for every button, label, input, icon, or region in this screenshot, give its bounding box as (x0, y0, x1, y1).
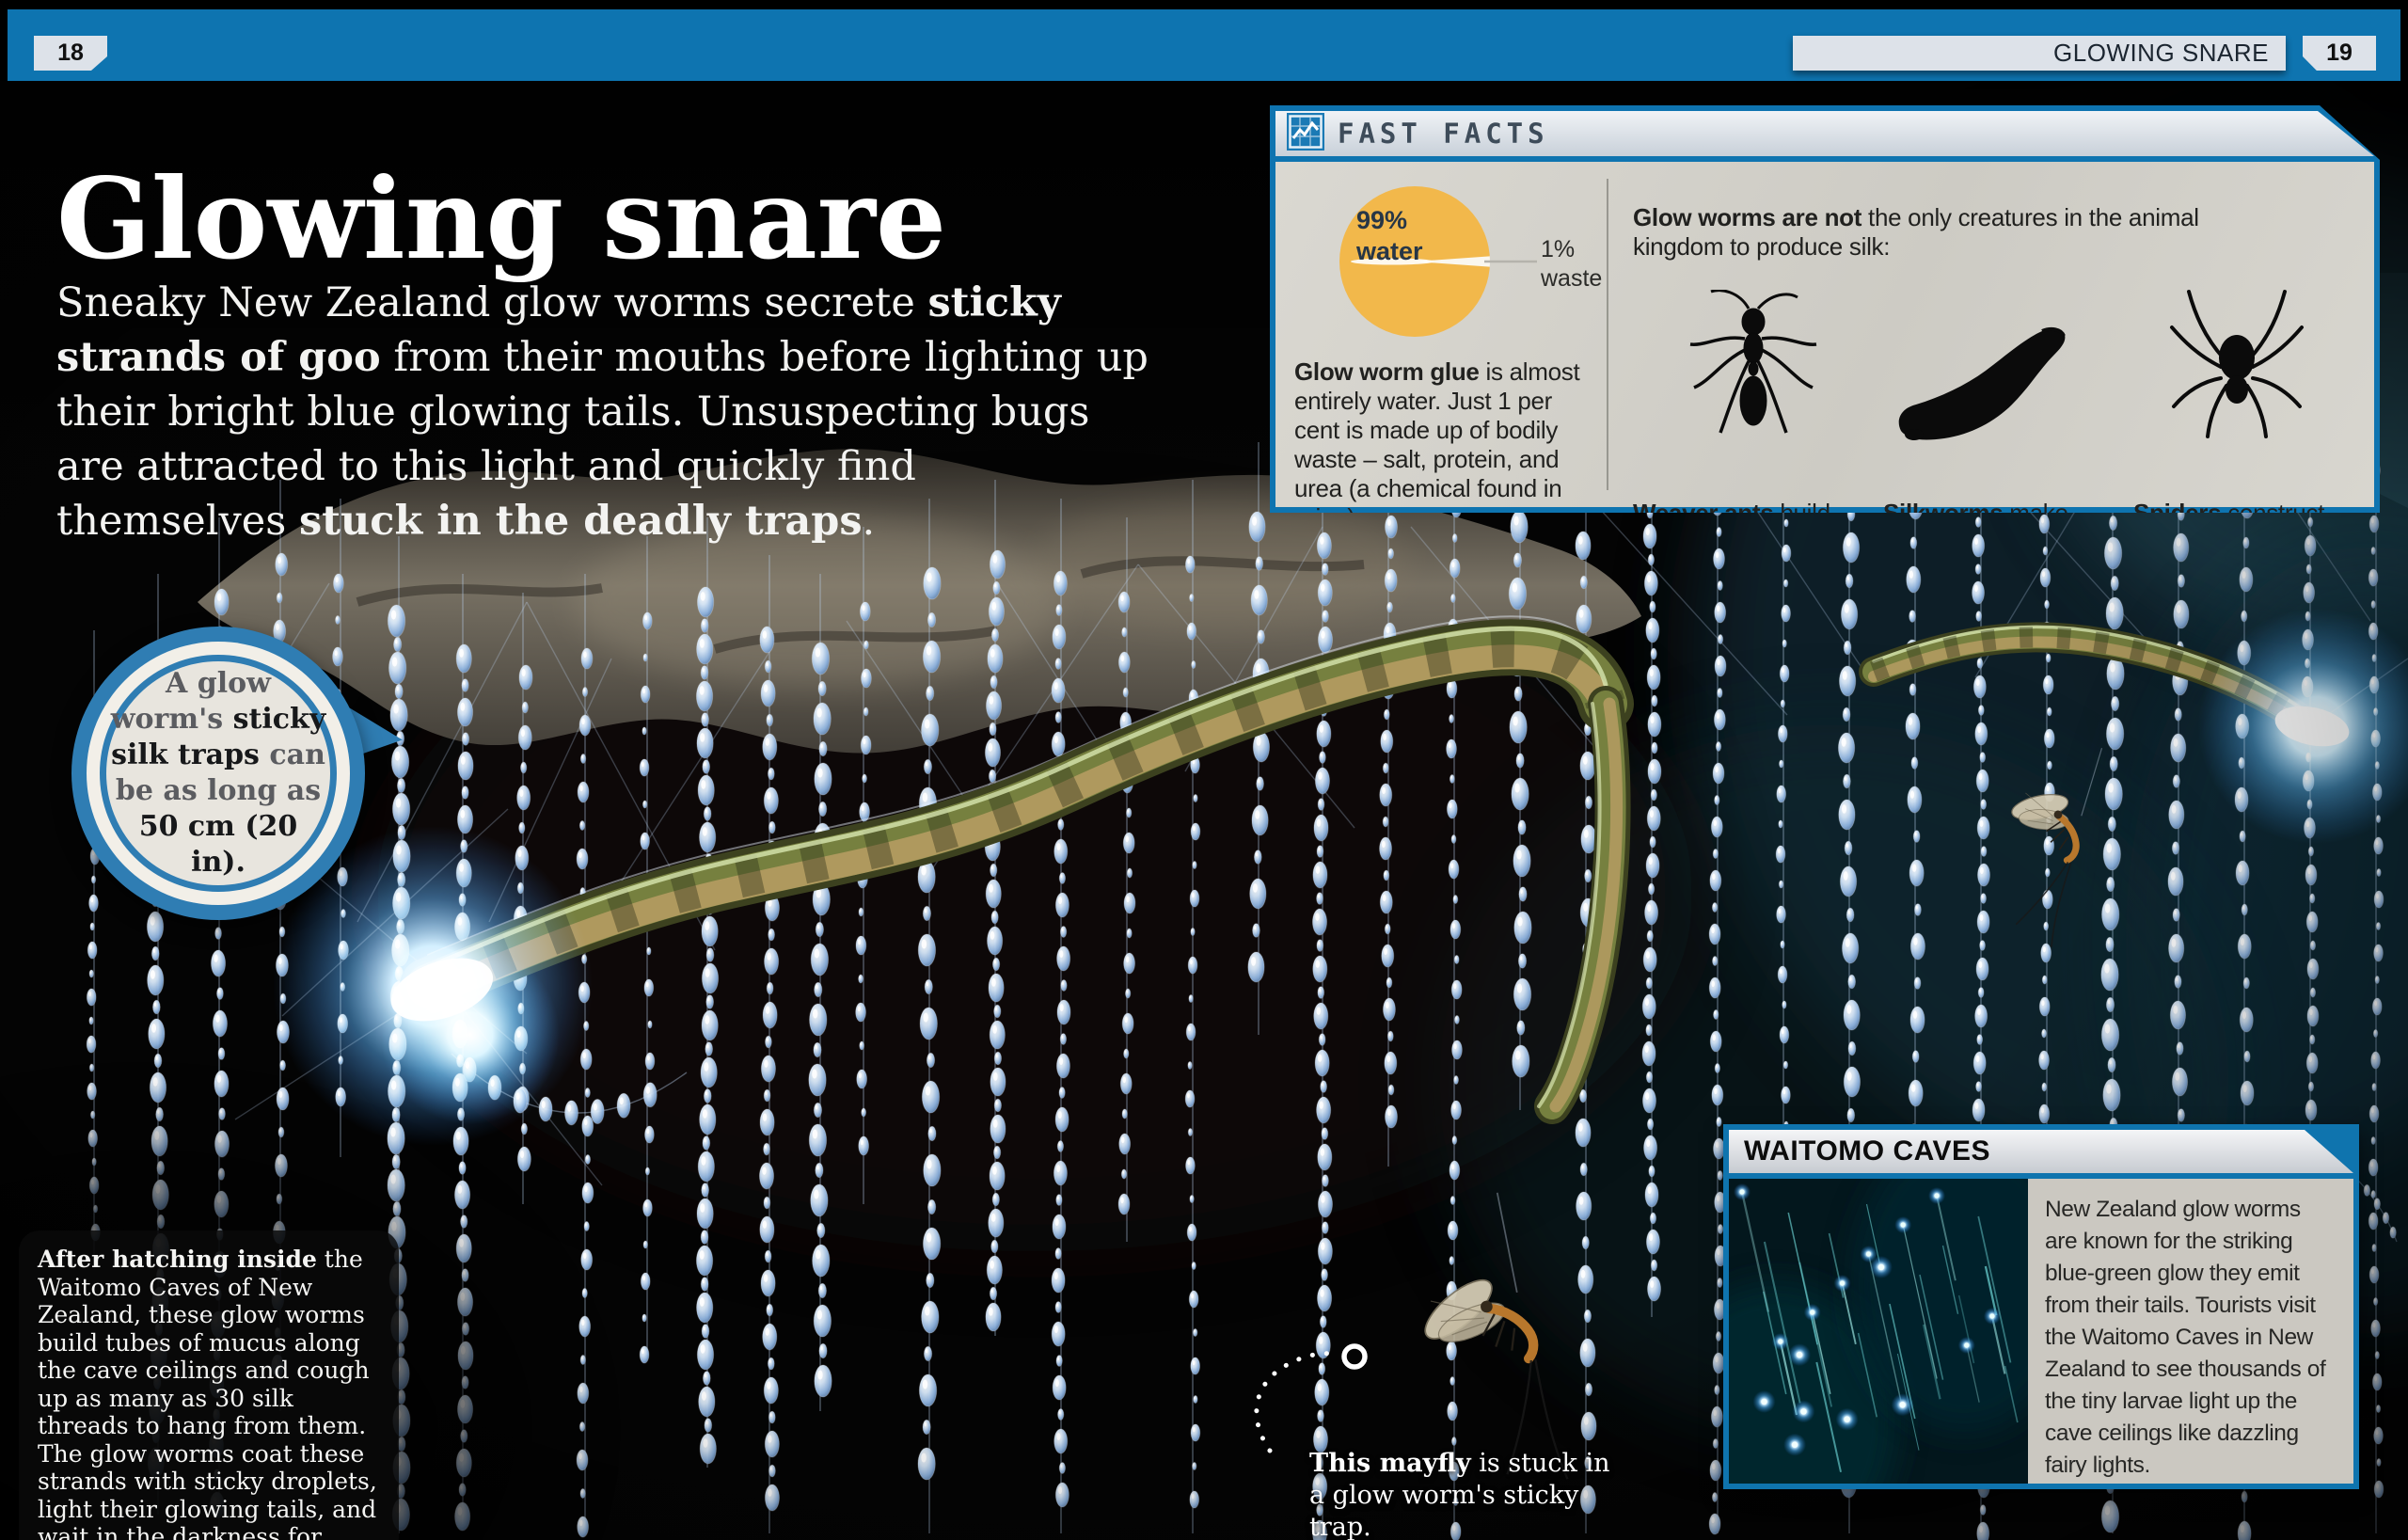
running-header-bar: GLOWING SNARE (1793, 36, 2286, 71)
pie-waste-word: waste (1541, 265, 1603, 292)
waitomo-header: WAITOMO CAVES (1729, 1130, 2353, 1173)
callout-gray: A glow worm's (110, 667, 271, 736)
waitomo-caves-box: WAITOMO CAVES New Zealand glow worms are… (1723, 1124, 2359, 1489)
glue-fact-text: is almost entirely water. Just 1 per cen… (1294, 357, 1580, 502)
chart-icon (1287, 113, 1324, 155)
waitomo-title: WAITOMO CAVES (1744, 1135, 1991, 1167)
weaver-ant-icon (1633, 290, 1875, 448)
callout-gray: can be as long as (115, 738, 325, 807)
fast-facts-pie-section: 99% water 1% waste Glow worm glue is alm… (1275, 162, 1607, 507)
hatching-side-note: After hatching inside the Waitomo Caves … (19, 1230, 399, 1540)
intro-text: . (862, 498, 876, 545)
silk-intro-text: the only creatures in the animal kingdom… (1633, 203, 2199, 261)
pie-label-water: 99% water (1356, 205, 1423, 267)
glue-pie-chart: 99% water 1% waste (1294, 181, 1599, 342)
mayfly-pointer-dots (1254, 1343, 1368, 1453)
page-title: Glowing snare (56, 144, 946, 294)
callout-center: A glow worm's sticky silk traps can be a… (100, 655, 337, 892)
title-bold: snare (602, 153, 947, 285)
mayfly-note: This mayfly is stuck in a glow worm's st… (1309, 1448, 1620, 1540)
silkworm-icon (1875, 325, 2116, 448)
glue-fact: Glow worm glue is almost entirely water.… (1294, 357, 1595, 532)
page-number-left: 18 (57, 40, 84, 66)
pie-water-word: water (1356, 237, 1423, 265)
fast-facts-divider (1607, 179, 1608, 490)
intro-text: from their mouths before lighting up the… (56, 334, 1149, 545)
fast-facts-box: FAST FACTS 99% water 1% (1270, 105, 2380, 513)
intro-text: Sneaky New Zealand glow worms secrete (56, 279, 928, 326)
side-note-text: the Waitomo Caves of New Zealand, these … (38, 1246, 377, 1540)
page-number-right: 19 (2326, 40, 2353, 66)
silk-length-callout: A glow worm's sticky silk traps can be a… (71, 627, 365, 920)
page-number-right-tab: 19 (2303, 36, 2376, 71)
silk-makers-icons (1633, 286, 2357, 448)
pie-waste-pct: 1% (1541, 236, 1576, 262)
waitomo-body: New Zealand glow worms are known for the… (1729, 1179, 2353, 1484)
waitomo-text: New Zealand glow worms are known for the… (2028, 1179, 2353, 1484)
side-note-bold: After hatching inside (38, 1246, 317, 1273)
fast-facts-header: FAST FACTS (1275, 111, 2374, 156)
running-header: GLOWING SNARE (2053, 39, 2269, 67)
silk-intro-bold: Glow worms are not (1633, 203, 1862, 231)
mayfly-note-bold: This mayfly (1309, 1449, 1471, 1478)
page-number-left-tab: 18 (34, 36, 107, 71)
callout-black: sticky silk traps (111, 703, 326, 771)
spider-icon (2115, 286, 2357, 448)
intro-paragraph: Sneaky New Zealand glow worms secrete st… (56, 276, 1152, 548)
callout-black: 50 cm (20 in). (138, 810, 298, 879)
mayfly-note-text: is stuck in a glow worm's sticky trap. (1309, 1449, 1610, 1540)
pie-label-waste: 1% waste (1541, 235, 1602, 294)
intro-bold: sticky strands of goo (56, 279, 1061, 381)
pie-water-pct: 99% (1356, 206, 1408, 234)
intro-bold: stuck in the deadly traps (298, 498, 863, 545)
silk-intro: Glow worms are not the only creatures in… (1633, 203, 2211, 262)
fast-facts-title: FAST FACTS (1338, 118, 1549, 150)
pie-graphic (1294, 181, 1599, 342)
glue-fact-bold: Glow worm glue (1294, 357, 1480, 386)
fast-facts-body: 99% water 1% waste Glow worm glue is alm… (1275, 162, 2374, 507)
callout-text: A glow worm's sticky silk traps can be a… (109, 666, 327, 881)
fast-facts-silk-section: Glow worms are not the only creatures in… (1608, 162, 2374, 507)
title-regular: Glowing (56, 153, 564, 285)
waitomo-cave-photo (1729, 1179, 2028, 1484)
